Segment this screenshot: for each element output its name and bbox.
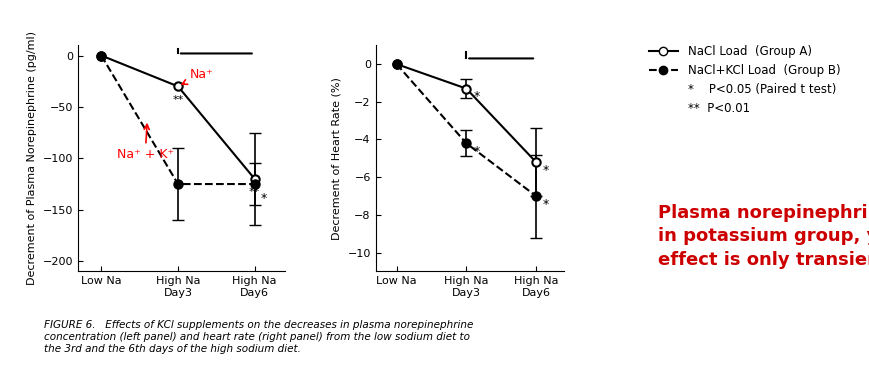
Text: *: * [473,90,479,103]
Text: *: * [542,164,548,177]
Text: *: * [542,198,548,211]
Text: *: * [261,192,267,205]
Text: Na⁺ + K⁺: Na⁺ + K⁺ [116,124,174,161]
Text: **: ** [249,187,260,197]
Text: *: * [473,145,479,158]
Y-axis label: Decrement of Plasma Norepinephrine (pg/ml): Decrement of Plasma Norepinephrine (pg/m… [27,31,37,285]
Text: FIGURE 6.   Effects of KCl supplements on the decreases in plasma norepinephrine: FIGURE 6. Effects of KCl supplements on … [43,320,473,354]
Y-axis label: Decrement of Heart Rate (%): Decrement of Heart Rate (%) [331,77,342,240]
Text: Plasma norepinephrine falls
in potassium group, yet the
effect is only transient: Plasma norepinephrine falls in potassium… [658,204,869,269]
Text: Na⁺: Na⁺ [182,68,213,84]
Legend: NaCl Load  (Group A), NaCl+KCl Load  (Group B), *    P<0.05 (Paired t test), ** : NaCl Load (Group A), NaCl+KCl Load (Grou… [643,41,844,120]
Text: **: ** [172,95,183,104]
